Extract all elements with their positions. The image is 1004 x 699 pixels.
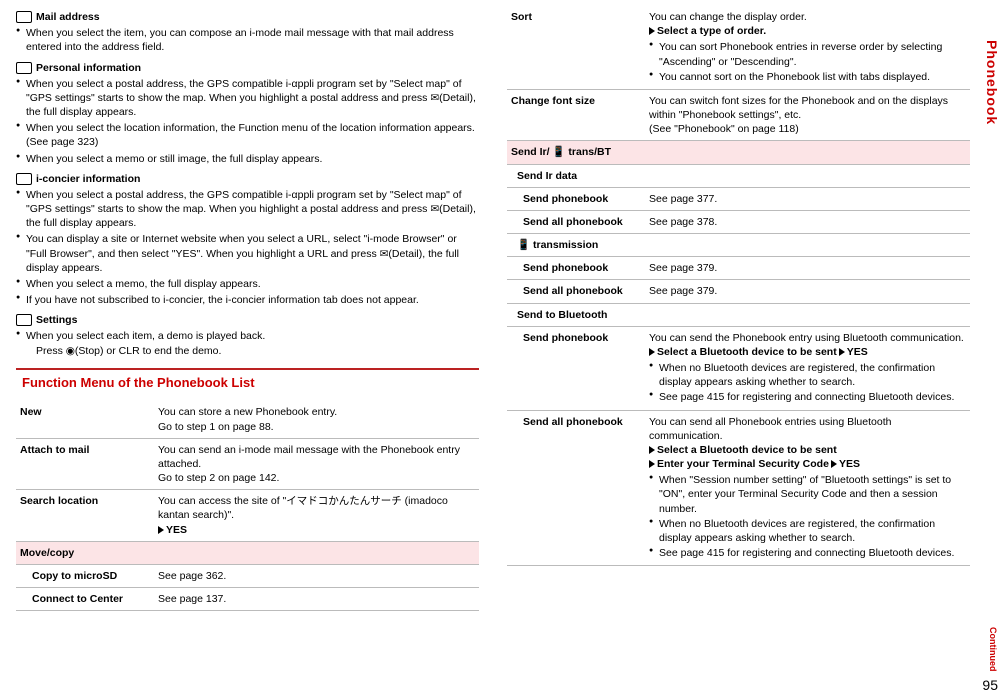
search-label: Search location: [16, 490, 154, 542]
sendallpb-text-2: See page 379.: [645, 280, 970, 303]
bt-single-text: You can send the Phonebook entry using B…: [649, 332, 964, 344]
iconcier-b2: You can display a site or Internet websi…: [16, 232, 479, 275]
sendpb-label-1: Send phonebook: [507, 187, 645, 210]
bt-single-b1: When no Bluetooth devices are registered…: [649, 361, 966, 389]
personal-title: Personal information: [36, 61, 141, 75]
font-label: Change font size: [507, 89, 645, 141]
bt-sendpb-cell: You can send the Phonebook entry using B…: [645, 326, 970, 410]
settings-b1-text: When you select each item, a demo is pla…: [26, 330, 265, 342]
side-tab-label: Phonebook: [984, 40, 1000, 125]
bt-single-b2: See page 415 for registering and connect…: [649, 390, 966, 404]
sort-label: Sort: [507, 6, 645, 89]
personal-b3: When you select a memo or still image, t…: [16, 152, 479, 166]
iconcier-b4: If you have not subscribed to i-concier,…: [16, 293, 479, 307]
sort-b1: You can sort Phonebook entries in revers…: [649, 40, 966, 68]
page-number: 95: [982, 677, 998, 693]
function-menu-title: Function Menu of the Phonebook List: [16, 370, 479, 396]
arrow-icon: [649, 460, 655, 468]
sendpb-text-2: See page 379.: [645, 257, 970, 280]
arrow-icon: [649, 446, 655, 454]
sendir-data: Send Ir data: [507, 164, 970, 187]
personal-icon: [16, 62, 32, 74]
continued-label: Continued: [988, 627, 998, 672]
font-text: You can switch font sizes for the Phoneb…: [645, 89, 970, 141]
new-label: New: [16, 401, 154, 438]
settings-title: Settings: [36, 313, 77, 327]
copy-label: Copy to microSD: [16, 564, 154, 587]
settings-b1b-text: Press ◉(Stop) or CLR to end the demo.: [26, 345, 221, 357]
sendbt-header: Send to Bluetooth: [507, 303, 970, 326]
bt-all-b1: When "Session number setting" of "Blueto…: [649, 473, 966, 516]
search-text: You can access the site of "イマドコかんたんサーチ …: [154, 490, 479, 542]
movecopy-header: Move/copy: [16, 541, 479, 564]
sendir-header: Send Ir/ 📱 trans/BT: [507, 141, 970, 164]
bt-all-yes: YES: [839, 458, 860, 470]
iconcier-title: i-concier information: [36, 172, 140, 186]
function-menu-table-right: Sort You can change the display order. S…: [507, 6, 970, 566]
arrow-icon: [831, 460, 837, 468]
arrow-icon: [158, 526, 164, 534]
sendallpb-label-2: Send all phonebook: [507, 280, 645, 303]
settings-heading: Settings: [16, 313, 479, 327]
personal-b1: When you select a postal address, the GP…: [16, 77, 479, 120]
bt-all-b3: See page 415 for registering and connect…: [649, 546, 966, 560]
attach-text: You can send an i-mode mail message with…: [154, 438, 479, 490]
bt-all-text: You can send all Phonebook entries using…: [649, 416, 891, 442]
transmission-header: 📱 transmission: [507, 234, 970, 257]
sendallpb-text-1: See page 378.: [645, 210, 970, 233]
sendpb-text-1: See page 377.: [645, 187, 970, 210]
settings-icon: [16, 314, 32, 326]
copy-text: See page 362.: [154, 564, 479, 587]
left-column: Mail address When you select the item, y…: [16, 6, 479, 611]
mail-address-title: Mail address: [36, 10, 100, 24]
bt-all-b2: When no Bluetooth devices are registered…: [649, 517, 966, 545]
bt-all-sel2: Enter your Terminal Security Code: [657, 458, 829, 470]
mail-address-heading: Mail address: [16, 10, 479, 24]
page-columns: Mail address When you select the item, y…: [0, 0, 1004, 617]
iconcier-b3: When you select a memo, the full display…: [16, 277, 479, 291]
bt-sendallpb-label: Send all phonebook: [507, 410, 645, 566]
mail-bullet-1: When you select the item, you can compos…: [16, 26, 479, 54]
connect-label: Connect to Center: [16, 588, 154, 611]
sendpb-label-2: Send phonebook: [507, 257, 645, 280]
sendallpb-label-1: Send all phonebook: [507, 210, 645, 233]
iconcier-b1: When you select a postal address, the GP…: [16, 188, 479, 231]
search-text-line: You can access the site of "イマドコかんたんサーチ …: [158, 495, 448, 521]
arrow-icon: [649, 27, 655, 35]
bt-sendallpb-cell: You can send all Phonebook entries using…: [645, 410, 970, 566]
personal-b2: When you select the location information…: [16, 121, 479, 149]
sort-b2: You cannot sort on the Phonebook list wi…: [649, 70, 966, 84]
sort-select: Select a type of order.: [657, 25, 766, 37]
attach-label: Attach to mail: [16, 438, 154, 490]
right-column: Sort You can change the display order. S…: [507, 6, 984, 611]
mail-icon: [16, 11, 32, 23]
bt-all-sel1: Select a Bluetooth device to be sent: [657, 444, 837, 456]
iconcier-icon: [16, 173, 32, 185]
personal-heading: Personal information: [16, 61, 479, 75]
search-yes: YES: [166, 524, 187, 536]
arrow-icon: [839, 348, 845, 356]
function-menu-table-left: New You can store a new Phonebook entry.…: [16, 401, 479, 611]
bt-single-yes: YES: [847, 346, 868, 358]
iconcier-heading: i-concier information: [16, 172, 479, 186]
sort-cell: You can change the display order. Select…: [645, 6, 970, 89]
new-text: You can store a new Phonebook entry. Go …: [154, 401, 479, 438]
sort-text: You can change the display order.: [649, 11, 807, 23]
bt-single-sel: Select a Bluetooth device to be sent: [657, 346, 837, 358]
function-menu-divider: Function Menu of the Phonebook List: [16, 368, 479, 396]
arrow-icon: [649, 348, 655, 356]
settings-b1: When you select each item, a demo is pla…: [16, 329, 479, 357]
connect-text: See page 137.: [154, 588, 479, 611]
bt-sendpb-label: Send phonebook: [507, 326, 645, 410]
